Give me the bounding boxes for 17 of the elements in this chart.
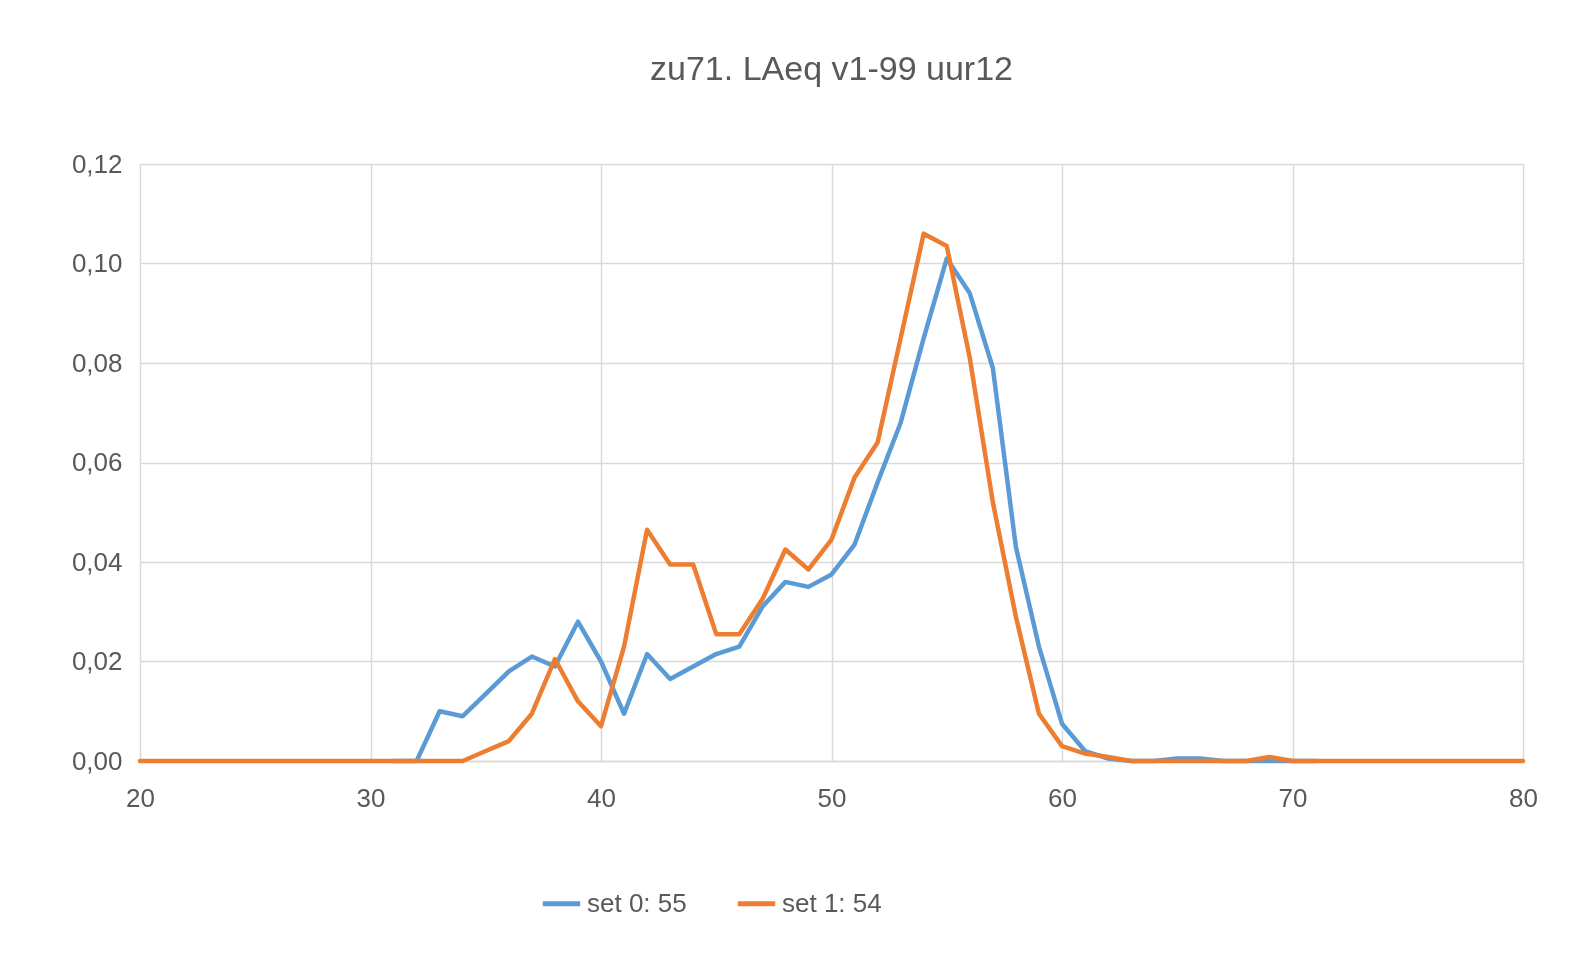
y-tick-label: 0,06 [71, 447, 123, 477]
legend-label: set 1: 54 [782, 887, 882, 918]
x-tick-label: 70 [1278, 782, 1308, 813]
chart-title: zu71. LAeq v1-99 uur12 [650, 49, 1013, 87]
y-tick-label: 0,08 [71, 347, 123, 378]
y-tick-label: 0,04 [71, 546, 123, 577]
y-tick-label: 0,00 [71, 745, 123, 776]
y-tick-label: 0,02 [71, 646, 123, 676]
x-tick-label: 80 [1509, 782, 1538, 813]
x-tick-label: 40 [587, 782, 616, 813]
y-tick-label: 0,10 [71, 248, 123, 278]
y-tick-label: 0,12 [71, 148, 123, 179]
x-tick-label: 30 [356, 782, 386, 813]
x-tick-label: 50 [817, 782, 847, 813]
x-tick-label: 60 [1048, 782, 1077, 813]
legend-label: set 0: 55 [587, 887, 687, 918]
x-tick-label: 20 [126, 782, 155, 813]
